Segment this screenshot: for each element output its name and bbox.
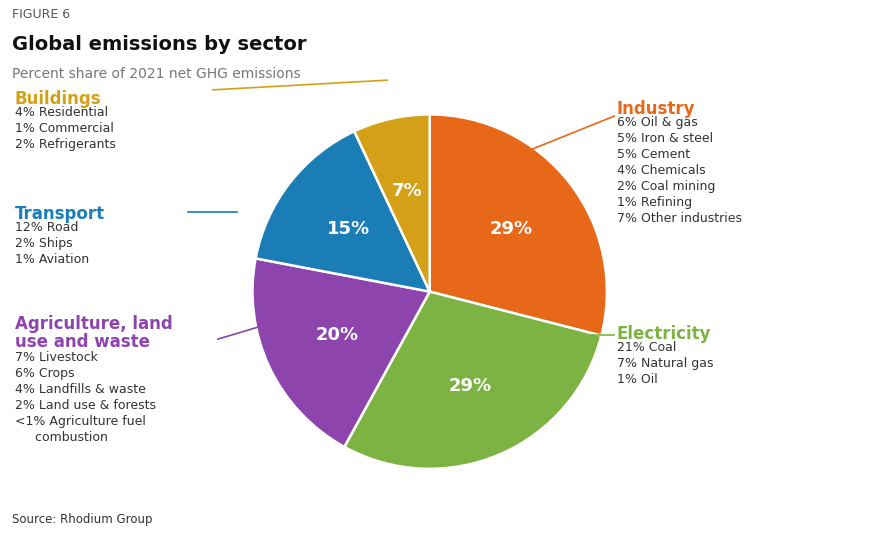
Wedge shape [256, 131, 430, 292]
Text: Percent share of 2021 net GHG emissions: Percent share of 2021 net GHG emissions [12, 68, 300, 82]
Text: 2% Refrigerants: 2% Refrigerants [15, 138, 116, 151]
Text: 6% Oil & gas: 6% Oil & gas [617, 116, 698, 129]
Text: Global emissions by sector: Global emissions by sector [12, 35, 306, 54]
Text: Industry: Industry [617, 100, 696, 118]
Text: 4% Residential: 4% Residential [15, 106, 108, 119]
Text: Source: Rhodium Group: Source: Rhodium Group [12, 514, 152, 526]
Text: 29%: 29% [449, 377, 492, 395]
Text: 4% Chemicals: 4% Chemicals [617, 164, 705, 177]
Text: 2% Coal mining: 2% Coal mining [617, 180, 715, 193]
Text: 21% Coal: 21% Coal [617, 341, 676, 354]
Text: 4% Landfills & waste: 4% Landfills & waste [15, 383, 146, 396]
Text: 20%: 20% [315, 326, 358, 345]
Text: 7% Other industries: 7% Other industries [617, 212, 742, 225]
Wedge shape [430, 114, 607, 336]
Wedge shape [345, 292, 602, 469]
Text: 1% Aviation: 1% Aviation [15, 253, 89, 266]
Text: 1% Refining: 1% Refining [617, 196, 692, 209]
Text: 2% Ships: 2% Ships [15, 237, 73, 250]
Text: 6% Crops: 6% Crops [15, 367, 74, 380]
Text: 2% Land use & forests: 2% Land use & forests [15, 399, 156, 412]
Text: Electricity: Electricity [617, 325, 711, 343]
Text: 5% Iron & steel: 5% Iron & steel [617, 132, 713, 145]
Text: 1% Commercial: 1% Commercial [15, 122, 114, 135]
Text: <1% Agriculture fuel: <1% Agriculture fuel [15, 415, 146, 428]
Text: 5% Cement: 5% Cement [617, 148, 690, 161]
Text: 12% Road: 12% Road [15, 221, 78, 234]
Text: 29%: 29% [489, 220, 532, 238]
Text: 7%: 7% [392, 183, 423, 200]
Text: 15%: 15% [327, 220, 370, 238]
Wedge shape [354, 114, 430, 292]
Text: combustion: combustion [15, 431, 108, 444]
Text: 7% Livestock: 7% Livestock [15, 351, 97, 364]
Text: 7% Natural gas: 7% Natural gas [617, 357, 713, 370]
Text: FIGURE 6: FIGURE 6 [12, 8, 70, 21]
Wedge shape [253, 259, 430, 447]
Text: 1% Oil: 1% Oil [617, 373, 657, 386]
Text: Transport: Transport [15, 205, 105, 223]
Text: Agriculture, land: Agriculture, land [15, 315, 173, 333]
Text: use and waste: use and waste [15, 333, 150, 351]
Text: Buildings: Buildings [15, 90, 102, 108]
